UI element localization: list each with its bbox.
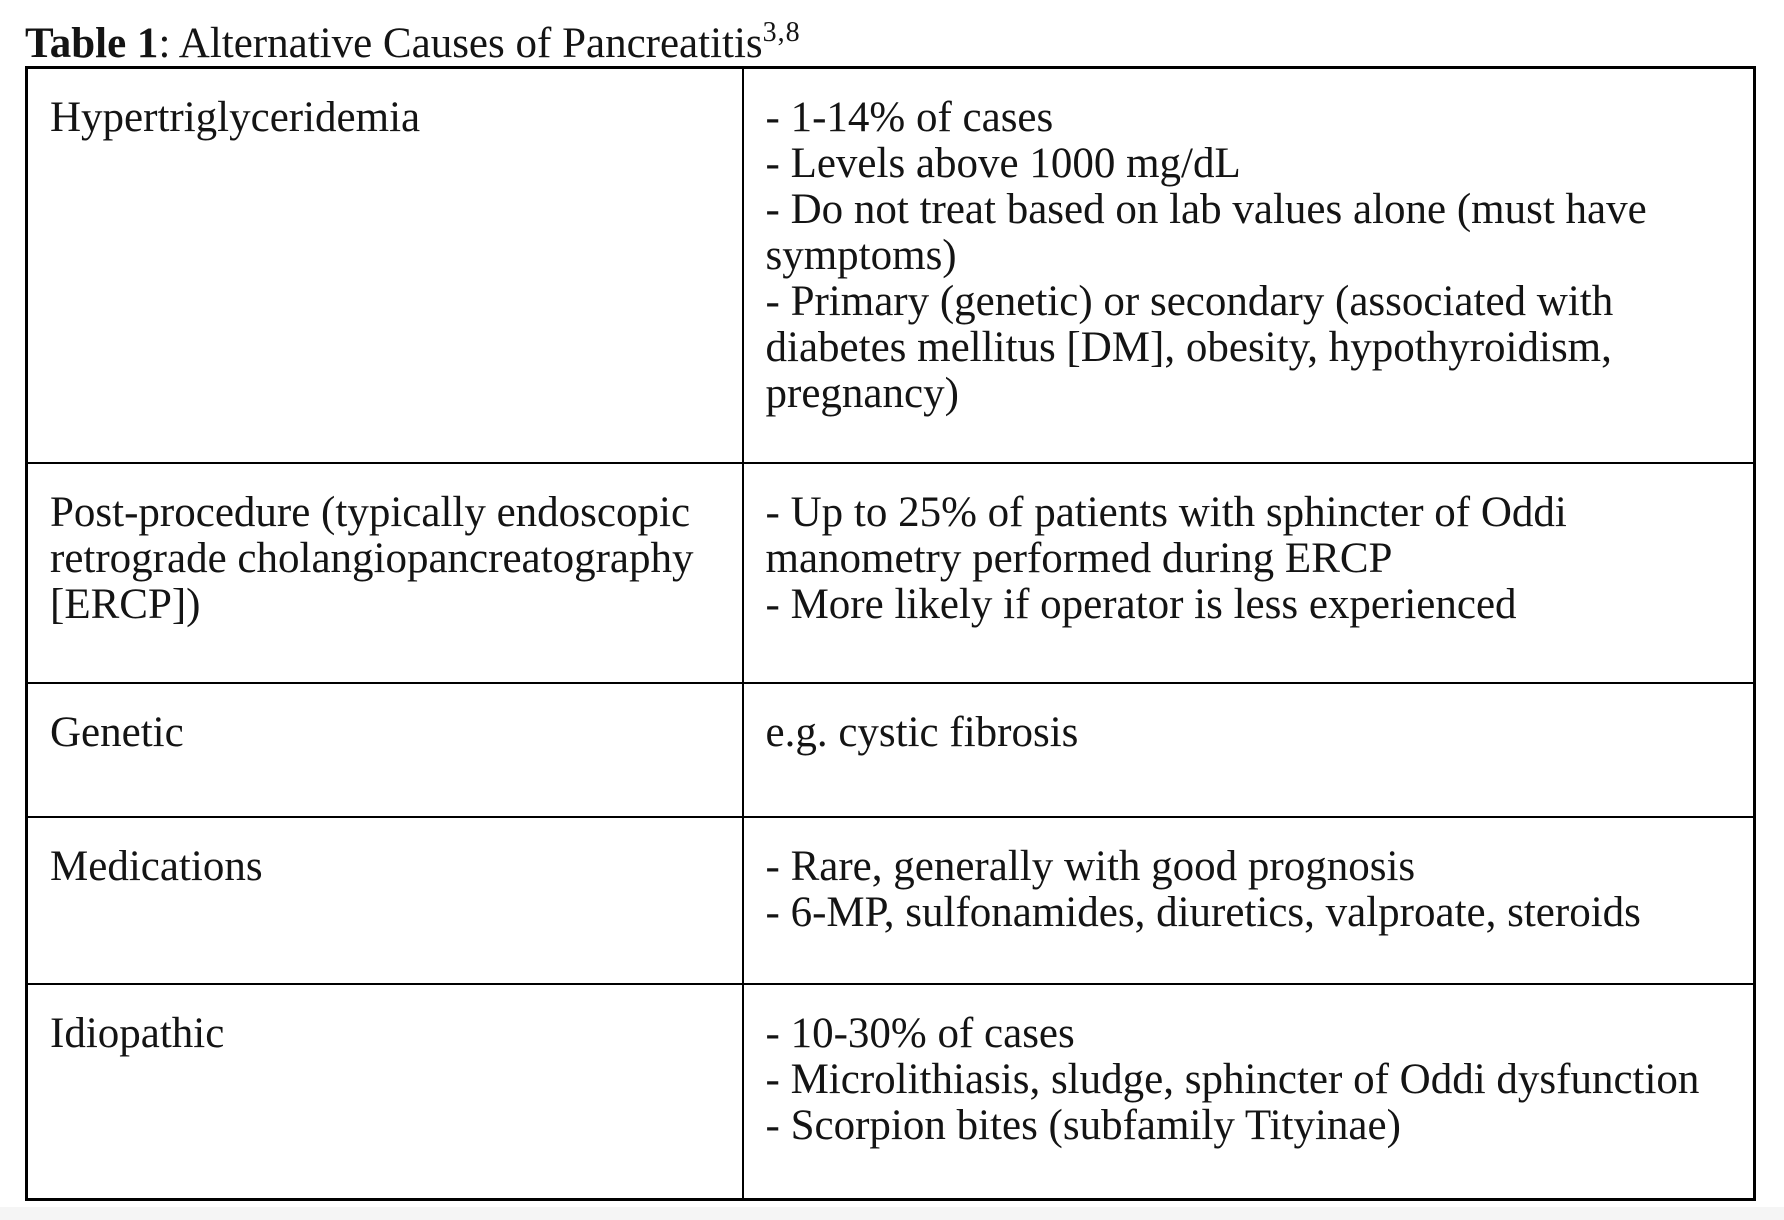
detail-line: - More likely if operator is less experi… [765,580,1517,628]
detail-line: - Do not treat based on lab values alone… [765,186,1647,279]
cause-text: Post-procedure (typically endoscopic ret… [50,488,694,628]
cause-cell: Medications [25,815,744,985]
detail-line: e.g. cystic fibrosis [765,708,1079,756]
title-superscript-references: 3,8 [762,17,801,48]
details-cell: - Up to 25% of patients with sphincter o… [741,461,1756,684]
detail-line: - Up to 25% of patients with sphincter o… [765,488,1567,582]
cause-text: Hypertriglyceridemia [50,94,421,141]
cause-cell: Genetic [25,681,744,818]
detail-line: - Scorpion bites (subfamily Tityinae) [765,1101,1401,1149]
table-row: Idiopathic - 10-30% of cases - Microlith… [25,982,1756,1201]
cause-cell: Hypertriglyceridemia [25,66,744,464]
cause-cell: Post-procedure (typically endoscopic ret… [25,461,744,684]
details-cell: - 1-14% of cases - Levels above 1000 mg/… [741,66,1756,464]
details-cell: e.g. cystic fibrosis [741,681,1756,818]
table-title-text: : Alternative Causes of Pancreatitis [158,20,763,67]
details-cell: - 10-30% of cases - Microlithiasis, slud… [741,982,1756,1201]
detail-line: - Microlithiasis, sludge, sphincter of O… [765,1055,1700,1103]
detail-line: - 6-MP, sulfonamides, diuretics, valproa… [765,888,1641,936]
detail-line: - Rare, generally with good prognosis [765,842,1416,890]
cause-cell: Idiopathic [25,982,744,1201]
detail-line: - 10-30% of cases [765,1009,1075,1057]
cause-text: Medications [50,842,263,890]
table-title-label: Table 1 [25,20,159,67]
detail-line: - Levels above 1000 mg/dL [765,140,1241,187]
details-cell: - Rare, generally with good prognosis - … [741,815,1756,985]
table-title: Table 1: Alternative Causes of Pancreati… [25,8,801,69]
table-row: Post-procedure (typically endoscopic ret… [25,461,1756,684]
alternative-causes-table: Hypertriglyceridemia - 1-14% of cases - … [25,66,1756,1201]
cause-text: Idiopathic [50,1009,225,1057]
detail-line: - 1-14% of cases [765,94,1054,141]
page-bottom-strip [0,1207,1784,1220]
detail-line: - Primary (genetic) or secondary (associ… [765,278,1614,417]
table-row: Medications - Rare, generally with good … [25,815,1756,985]
table-row: Genetic e.g. cystic fibrosis [25,681,1756,818]
cause-text: Genetic [50,708,184,756]
table-row: Hypertriglyceridemia - 1-14% of cases - … [25,66,1756,464]
